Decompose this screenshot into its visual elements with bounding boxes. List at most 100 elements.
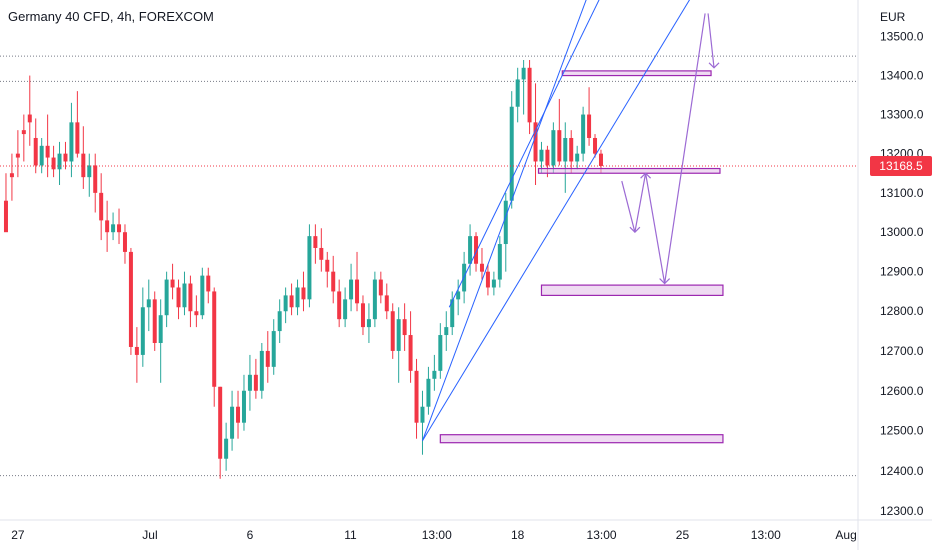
y-tick-label: 13400.0 (880, 69, 924, 83)
y-tick-label: 13100.0 (880, 186, 924, 200)
candle-body (491, 279, 496, 288)
candle-body (301, 287, 306, 300)
candle-body (128, 251, 133, 347)
candle-body (349, 279, 354, 300)
candle-body (3, 200, 8, 233)
candle-body (527, 67, 532, 123)
support-resistance-zone (537, 167, 721, 174)
last-price-tag: 13168.5 (870, 155, 932, 176)
x-tick-label: Aug (835, 528, 856, 542)
candle-body (283, 295, 288, 312)
candle-body (218, 386, 223, 459)
candle-body (402, 319, 407, 336)
candle-body (503, 200, 508, 245)
candle-body (360, 303, 365, 328)
candle-body (343, 299, 348, 320)
candle-body (75, 122, 80, 154)
candle-body (307, 236, 312, 300)
y-tick-label: 13300.0 (880, 108, 924, 122)
candle-body (593, 137, 598, 154)
candle-body (479, 263, 484, 272)
candle-body (539, 149, 544, 162)
candle-body (51, 157, 56, 170)
candle-body (277, 311, 282, 332)
channel-trend-line (448, 0, 600, 308)
candle-body (390, 311, 395, 351)
candle-body (384, 295, 389, 312)
candle-body (295, 287, 300, 308)
candle-body (39, 145, 44, 166)
candle-body (134, 346, 139, 355)
support-resistance-zone (561, 70, 712, 77)
candle-body (265, 350, 270, 367)
candle-body (557, 130, 562, 162)
support-resistance-zone (540, 284, 724, 296)
channel-trend-line (422, 0, 587, 441)
candle-body (247, 374, 252, 391)
candle-body (152, 299, 157, 343)
candle-body (378, 279, 383, 296)
candle-body (587, 114, 592, 138)
arrow-head (659, 278, 671, 285)
candle-body (253, 374, 258, 391)
candle-body (140, 307, 145, 355)
candle-body (27, 114, 32, 123)
candle-body (111, 224, 116, 233)
candle-body (426, 378, 431, 407)
candle-body (444, 327, 449, 336)
candle-body (117, 224, 122, 233)
candle-body (230, 406, 235, 439)
arrow-head (640, 172, 652, 179)
candle-body (569, 137, 574, 162)
candle-body (581, 114, 586, 154)
candle-body (545, 149, 550, 166)
candle-body (224, 438, 229, 459)
currency-label: EUR (880, 10, 906, 24)
candle-body (474, 236, 479, 264)
y-tick-label: 12500.0 (880, 424, 924, 438)
candle-body (212, 291, 217, 387)
candle-body (450, 299, 455, 328)
candle-body (313, 236, 318, 248)
channel-trend-line (422, 0, 691, 441)
candle-body (99, 192, 104, 221)
candle-body (515, 79, 520, 107)
candle-body (93, 165, 98, 193)
candle-body (420, 406, 425, 423)
candle-body (33, 137, 38, 166)
candle-body (414, 370, 419, 423)
candle-body (21, 130, 26, 135)
candle-body (325, 259, 330, 272)
candle-body (485, 271, 490, 288)
candle-body (551, 130, 556, 166)
candle-body (236, 406, 241, 423)
x-tick-label: 13:00 (587, 528, 617, 542)
candle-body (497, 244, 502, 280)
candle-body (182, 283, 187, 308)
candle-body (69, 122, 74, 162)
x-tick-label: 11 (344, 528, 357, 542)
candle-body (206, 275, 211, 292)
candle-body (438, 335, 443, 371)
candle-body (200, 275, 205, 316)
candle-body (289, 295, 294, 308)
candle-body (63, 153, 68, 162)
candle-body (575, 153, 580, 162)
x-tick-label: 6 (247, 528, 254, 542)
x-tick-label: 27 (11, 528, 25, 542)
x-tick-label: Jul (142, 528, 157, 542)
y-tick-label: 12800.0 (880, 304, 924, 318)
y-tick-label: 13500.0 (880, 30, 924, 44)
forecast-path (707, 13, 715, 68)
candle-body (598, 153, 603, 166)
candle-body (408, 335, 413, 371)
candle-body (9, 173, 14, 178)
candle-body (122, 232, 127, 252)
chart-title: Germany 40 CFD, 4h, FOREXCOM (8, 9, 214, 24)
candle-body (468, 236, 473, 264)
candle-body (170, 279, 175, 288)
candle-body (319, 247, 324, 260)
y-tick-label: 12700.0 (880, 344, 924, 358)
candle-body (45, 145, 50, 158)
